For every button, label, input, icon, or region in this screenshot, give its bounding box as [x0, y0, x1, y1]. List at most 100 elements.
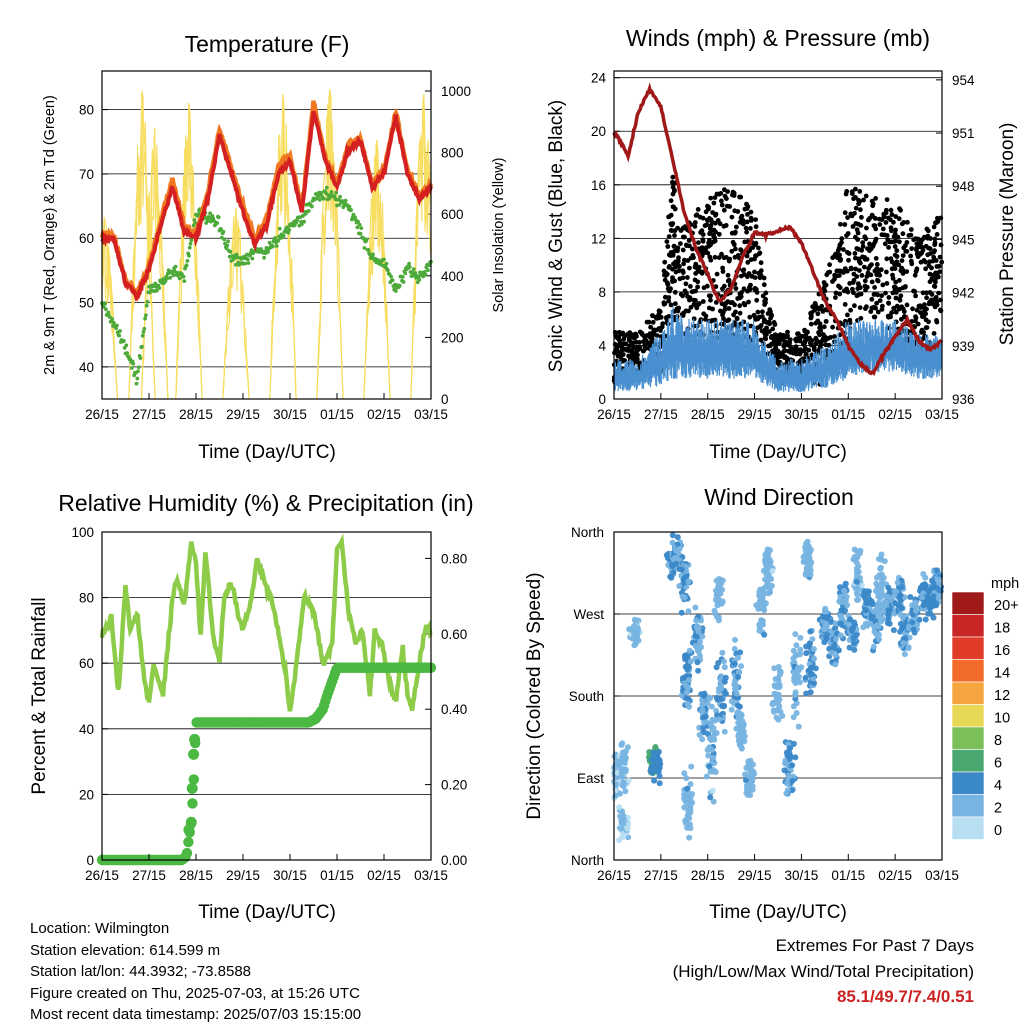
direction-point: [796, 679, 803, 686]
gust-point: [726, 258, 732, 264]
gust-point: [815, 318, 821, 324]
gust-point: [920, 329, 925, 335]
gust-point: [676, 255, 681, 261]
gust-point: [936, 290, 942, 296]
y-tick-label-right: 0.00: [441, 853, 467, 868]
gust-point: [734, 224, 739, 230]
y-tick-label: North: [571, 525, 604, 540]
direction-point: [713, 664, 720, 671]
dewpoint-point: [393, 289, 398, 293]
dewpoint-point: [337, 203, 342, 207]
direction-point: [686, 647, 693, 654]
gust-point: [881, 211, 887, 217]
gust-point: [914, 241, 920, 247]
dewpoint-point: [138, 356, 143, 360]
gust-point: [756, 251, 762, 257]
gust-point: [721, 207, 727, 213]
direction-point: [919, 594, 926, 601]
direction-point: [783, 790, 790, 797]
dewpoint-point: [390, 278, 395, 283]
y-tick-label: 60: [79, 656, 94, 671]
gust-point: [672, 233, 677, 238]
gust-point: [688, 284, 693, 289]
gust-point: [932, 248, 937, 254]
gust-point: [672, 187, 677, 193]
y-tick-label-right: 800: [441, 146, 464, 161]
gust-point: [877, 216, 882, 222]
gust-point: [744, 201, 749, 207]
direction-point: [620, 783, 627, 790]
gust-point: [755, 309, 761, 315]
direction-point: [634, 631, 641, 638]
gust-point: [694, 323, 700, 329]
y-tick-label: 40: [79, 722, 94, 737]
precip-point: [181, 847, 193, 859]
direction-point: [910, 626, 917, 633]
direction-point: [687, 781, 694, 788]
x-tick-label: 01/15: [831, 407, 865, 422]
gust-point: [883, 290, 888, 296]
direction-point: [684, 695, 691, 702]
dewpoint-point: [413, 271, 418, 275]
direction-point: [860, 592, 867, 599]
direction-point: [674, 534, 681, 541]
x-tick-label: 27/15: [644, 868, 678, 883]
gust-point: [745, 288, 750, 294]
direction-point: [896, 594, 903, 601]
plot-frame: [613, 70, 943, 400]
direction-point: [723, 690, 729, 697]
gust-point: [923, 317, 929, 323]
direction-point: [684, 700, 691, 707]
x-tick-label: 02/15: [878, 868, 912, 883]
direction-xlabel: Time (Day/UTC): [709, 902, 847, 923]
direction-point: [808, 664, 815, 671]
legend-swatch: [951, 636, 985, 660]
y-tick-label-right: 954: [952, 73, 975, 88]
gust-point: [739, 213, 745, 219]
dewpoint-point: [427, 263, 432, 268]
gust-point: [924, 295, 929, 301]
y-tick-label: 12: [591, 231, 606, 246]
gust-point: [627, 330, 633, 335]
gust-point: [905, 219, 910, 225]
direction-point: [709, 787, 716, 794]
direction-point: [707, 720, 714, 727]
dewpoint-point: [226, 239, 231, 244]
dewpoint-point: [205, 219, 210, 223]
y-tick-label: 0: [598, 392, 606, 407]
direction-point: [670, 569, 677, 576]
dewpoint-point: [246, 261, 251, 265]
gust-point: [688, 255, 694, 261]
gust-point: [730, 300, 735, 305]
dewpoint-point: [168, 275, 173, 280]
direction-point: [622, 788, 629, 795]
gust-point: [877, 272, 883, 278]
direction-point: [721, 664, 728, 671]
legend-swatch: [951, 794, 985, 818]
gust-point: [809, 341, 814, 347]
direction-point: [678, 609, 685, 616]
gust-point: [794, 351, 799, 357]
gust-point: [855, 230, 861, 236]
gust-point: [884, 256, 890, 262]
direction-point: [934, 567, 941, 574]
gust-point: [712, 254, 718, 260]
x-tick-label: 26/15: [597, 868, 631, 883]
direction-point: [695, 667, 702, 674]
gust-point: [808, 321, 814, 327]
gust-point: [886, 295, 892, 300]
dewpoint-point: [389, 274, 393, 279]
gust-point: [755, 325, 761, 331]
solar-curve: [101, 217, 119, 400]
gust-point: [753, 253, 758, 259]
gust-point: [857, 305, 863, 310]
solar-curve: [175, 103, 203, 400]
gust-point: [649, 337, 655, 342]
direction-point: [707, 768, 714, 775]
gust-point: [886, 215, 891, 221]
gust-point: [712, 220, 718, 226]
humidity-title: Relative Humidity (%) & Precipitation (i…: [58, 490, 473, 516]
pressure-series: [612, 82, 944, 377]
gust-point: [745, 260, 751, 265]
gust-point: [886, 245, 891, 250]
